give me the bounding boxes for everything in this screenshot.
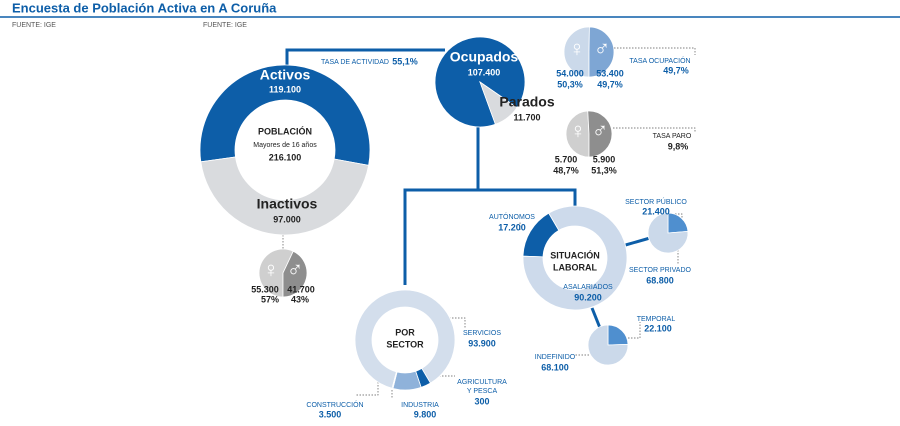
label: 49,7% xyxy=(597,79,623,89)
label: 5.900 xyxy=(593,154,616,164)
label: POR xyxy=(395,327,415,337)
label: TASA OCUPACIÓN xyxy=(629,56,690,65)
label: 43% xyxy=(291,294,309,304)
label: Activos xyxy=(260,67,311,83)
pie-slice xyxy=(588,26,615,78)
pie-slice xyxy=(587,110,613,158)
connector xyxy=(621,236,651,248)
pie-slice xyxy=(258,248,294,298)
label: 57% xyxy=(261,294,279,304)
label: Y PESCA xyxy=(467,388,498,395)
label: 119.100 xyxy=(269,84,301,94)
connector xyxy=(590,307,602,329)
pie-slice xyxy=(647,212,689,254)
label: 93.900 xyxy=(468,338,496,348)
label: 50,3% xyxy=(557,79,583,89)
label: 97.000 xyxy=(273,214,301,224)
label: 41.700 xyxy=(287,284,315,294)
pie-slice xyxy=(667,212,689,234)
label: Ocupados xyxy=(450,49,519,65)
pie-slice xyxy=(563,26,590,78)
label: 90.200 xyxy=(574,292,602,302)
label: Mayores de 16 años xyxy=(253,142,317,149)
label: 17.200 xyxy=(498,222,526,232)
connector xyxy=(478,188,577,210)
label: 9,8% xyxy=(668,141,689,151)
label: SECTOR PRIVADO xyxy=(629,267,692,274)
pie-slice xyxy=(565,110,590,158)
label: TASA DE ACTIVIDAD xyxy=(321,59,389,66)
source: FUENTE: IGE xyxy=(12,22,56,29)
label: SECTOR PÚBLICO xyxy=(625,197,687,206)
label: SITUACIÓN xyxy=(550,249,600,260)
label: 3.500 xyxy=(319,409,342,419)
label: 68.100 xyxy=(541,362,569,372)
label: 216.100 xyxy=(269,152,302,162)
pie-slice xyxy=(607,324,629,346)
label: 54.000 xyxy=(556,68,584,78)
label: 300 xyxy=(474,396,489,406)
label: 22.100 xyxy=(644,323,672,333)
label: ♀ xyxy=(570,118,587,143)
donut-segment xyxy=(391,371,398,390)
label: AGRICULTURA xyxy=(457,379,507,386)
label: ♂ xyxy=(287,257,304,282)
source: FUENTE: IGE xyxy=(203,22,247,29)
label: 53.400 xyxy=(596,68,624,78)
label: INDEFINIDO xyxy=(535,354,576,361)
label: 9.800 xyxy=(414,409,437,419)
page-title: Encuesta de Población Activa en A Coruña xyxy=(12,0,277,15)
label: CONSTRUCCIÓN xyxy=(306,400,363,409)
label: 55.300 xyxy=(251,284,279,294)
label: 21.400 xyxy=(642,206,670,216)
pie-slice xyxy=(479,80,518,125)
label: TASA PARO xyxy=(653,133,692,140)
pie-slice xyxy=(282,250,308,298)
label: ♂ xyxy=(592,118,609,143)
donut-segment xyxy=(354,289,456,389)
donut-hole xyxy=(235,100,335,200)
label: TEMPORAL xyxy=(637,316,676,323)
label: ♀ xyxy=(569,36,586,61)
label: LABORAL xyxy=(553,262,597,272)
label: POBLACIÓN xyxy=(258,125,312,136)
connector xyxy=(285,48,445,68)
label: ♂ xyxy=(594,36,611,61)
label: 49,7% xyxy=(663,65,689,75)
label: SECTOR xyxy=(386,339,424,349)
label: 68.800 xyxy=(646,275,674,285)
label: 48,7% xyxy=(553,165,579,175)
label: 11.700 xyxy=(513,112,540,122)
connector xyxy=(403,120,480,285)
label: Inactivos xyxy=(257,196,318,212)
label: 55,1% xyxy=(392,56,418,66)
label: ASALARIADOS xyxy=(563,284,613,291)
label: ♀ xyxy=(263,257,280,282)
label: 51,3% xyxy=(591,165,617,175)
donut-segment xyxy=(392,370,422,391)
label: AUTÓNOMOS xyxy=(489,212,535,221)
label: INDUSTRIA xyxy=(401,402,439,409)
label: Parados xyxy=(499,94,554,110)
label: 5.700 xyxy=(555,154,578,164)
label: 107.400 xyxy=(468,67,501,77)
donut-segment xyxy=(522,205,628,311)
pie-slice xyxy=(587,324,629,366)
label: SERVICIOS xyxy=(463,330,501,337)
